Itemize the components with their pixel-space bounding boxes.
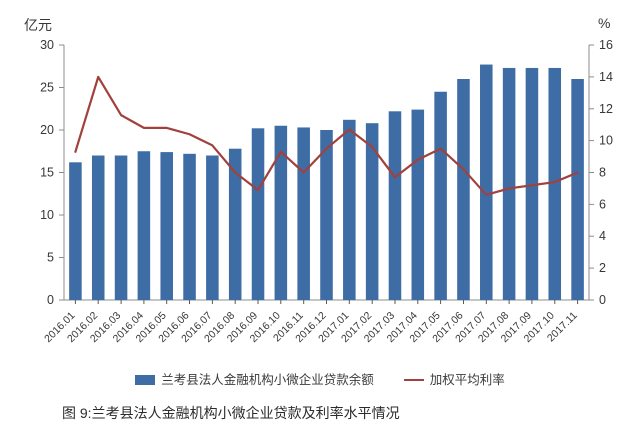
svg-text:12: 12 <box>599 102 613 116</box>
svg-text:5: 5 <box>47 251 54 265</box>
svg-text:25: 25 <box>40 81 54 95</box>
svg-text:2: 2 <box>599 261 606 275</box>
svg-text:8: 8 <box>599 166 606 180</box>
svg-text:14: 14 <box>599 70 613 84</box>
svg-text:20: 20 <box>40 123 54 137</box>
svg-text:4: 4 <box>599 229 606 243</box>
svg-text:30: 30 <box>40 38 54 52</box>
svg-text:10: 10 <box>40 208 54 222</box>
svg-text:15: 15 <box>40 166 54 180</box>
svg-text:0: 0 <box>599 293 606 307</box>
svg-text:0: 0 <box>47 293 54 307</box>
svg-text:16: 16 <box>599 38 613 52</box>
svg-text:6: 6 <box>599 197 606 211</box>
svg-text:10: 10 <box>599 134 613 148</box>
